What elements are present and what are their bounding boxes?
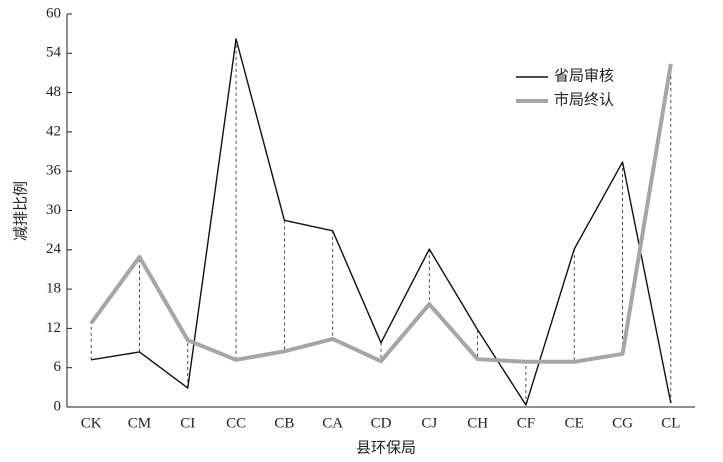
x-axis-title: 县环保局	[356, 439, 416, 456]
y-tick-label: 60	[46, 5, 61, 21]
x-tick-label: CB	[274, 415, 294, 431]
x-tick-label: CC	[226, 415, 246, 431]
x-tick-label: CI	[180, 415, 195, 431]
legend-label: 省局审核	[554, 67, 614, 84]
x-tick-label: CE	[565, 415, 584, 431]
x-tick-label: CJ	[421, 415, 437, 431]
series-line	[89, 63, 673, 364]
y-tick-label: 42	[46, 123, 61, 139]
x-tick-label: CA	[322, 415, 343, 431]
x-tick-label: CK	[81, 415, 102, 431]
x-tick-label: CL	[661, 415, 680, 431]
legend-label: 市局终认	[554, 91, 614, 108]
y-axis-title: 减排比例	[12, 181, 29, 241]
series-line	[91, 38, 672, 406]
x-tick-label: CD	[371, 415, 392, 431]
y-tick-label: 12	[46, 320, 61, 336]
y-tick-label: 54	[46, 45, 62, 61]
y-tick-label: 18	[46, 281, 61, 297]
y-tick-label: 6	[54, 359, 62, 375]
x-tick-label: CF	[517, 415, 535, 431]
x-tick-label: CH	[467, 415, 488, 431]
y-tick-label: 30	[46, 202, 61, 218]
x-tick-label: CG	[612, 415, 633, 431]
x-tick-label: CM	[128, 415, 151, 431]
y-tick-label: 0	[54, 398, 62, 414]
y-tick-label: 24	[46, 241, 62, 257]
y-tick-label: 36	[46, 163, 62, 179]
y-tick-label: 48	[46, 84, 61, 100]
